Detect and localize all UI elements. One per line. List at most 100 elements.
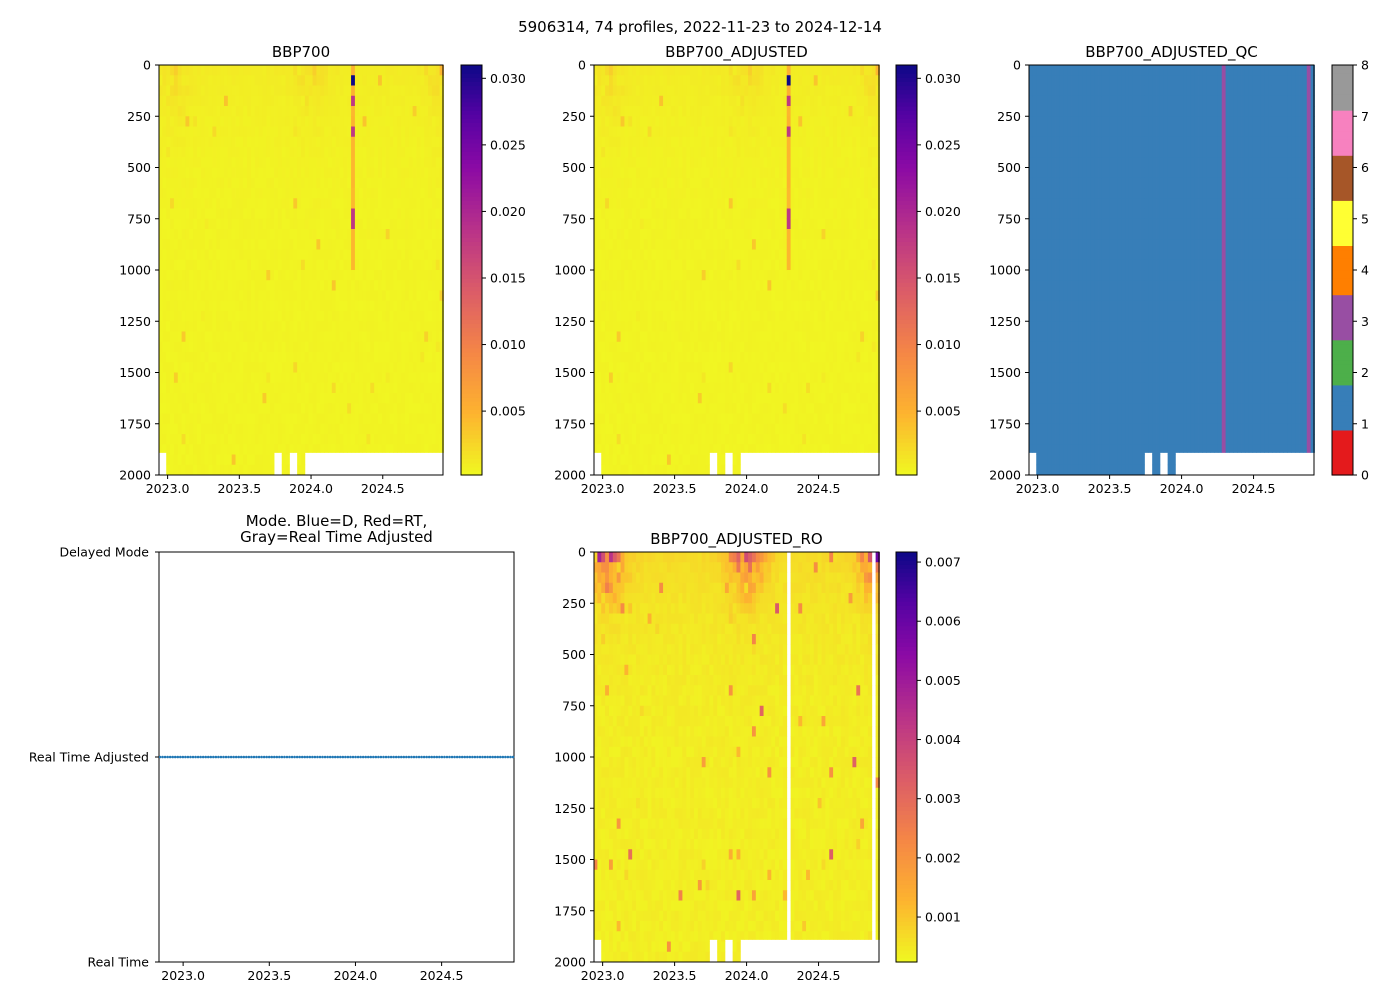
heatmap-cell	[316, 373, 320, 384]
heatmap-cell	[393, 116, 397, 127]
heatmap-cell	[671, 383, 675, 394]
heatmap-cell	[193, 362, 197, 373]
heatmap-cell	[651, 198, 655, 209]
heatmap-cell	[644, 342, 648, 353]
heatmap-cell	[382, 75, 386, 86]
heatmap-cell	[347, 414, 351, 425]
heatmap-cell	[409, 403, 413, 414]
heatmap-cell	[632, 188, 636, 199]
heatmap-cell	[351, 219, 355, 230]
colorbar-segment	[461, 327, 482, 332]
heatmap-cell	[686, 65, 690, 76]
heatmap-cell	[663, 219, 667, 230]
heatmap-cell	[247, 434, 251, 445]
heatmap-cell	[632, 178, 636, 189]
heatmap-cell	[624, 414, 628, 425]
heatmap-cell	[401, 86, 405, 97]
heatmap-cell	[328, 198, 332, 209]
heatmap-cell	[729, 301, 733, 312]
heatmap-cell	[401, 434, 405, 445]
heatmap-cell	[621, 383, 625, 394]
heatmap-cell	[386, 209, 390, 220]
heatmap-cell	[405, 311, 409, 322]
heatmap-cell	[205, 414, 209, 425]
heatmap-cell	[401, 219, 405, 230]
heatmap-cell	[624, 75, 628, 86]
heatmap-cell	[270, 311, 274, 322]
heatmap-cell	[297, 434, 301, 445]
heatmap-cell	[320, 403, 324, 414]
heatmap-cell	[201, 157, 205, 168]
heatmap-cell	[405, 373, 409, 384]
heatmap-cell	[301, 198, 305, 209]
heatmap-cell	[340, 260, 344, 271]
heatmap-cell	[609, 229, 613, 240]
heatmap-cell	[220, 270, 224, 281]
heatmap-cell	[363, 137, 367, 148]
heatmap-cell	[737, 424, 741, 435]
heatmap-cell	[386, 280, 390, 291]
heatmap-cell	[775, 444, 779, 453]
heatmap-cell	[170, 393, 174, 404]
heatmap-cell	[205, 178, 209, 189]
heatmap-cell	[232, 178, 236, 189]
heatmap-cell	[771, 250, 775, 261]
heatmap-cell	[174, 75, 178, 86]
heatmap-cell	[760, 311, 764, 322]
heatmap-cell	[655, 455, 659, 466]
heatmap-cell	[752, 209, 756, 220]
heatmap-cell	[205, 332, 209, 343]
heatmap-cell	[301, 250, 305, 261]
heatmap-cell	[771, 424, 775, 435]
heatmap-cell	[282, 444, 286, 455]
heatmap-cell	[717, 75, 721, 86]
heatmap-cell	[675, 229, 679, 240]
heatmap-cell	[725, 178, 729, 189]
heatmap-cell	[597, 321, 601, 332]
heatmap-cell	[166, 352, 170, 363]
heatmap-cell	[355, 373, 359, 384]
heatmap-cell	[340, 301, 344, 312]
heatmap-cell	[313, 209, 317, 220]
heatmap-cell	[274, 250, 278, 261]
heatmap-cell	[162, 229, 166, 240]
heatmap-cell	[324, 147, 328, 158]
heatmap-cell	[405, 168, 409, 179]
heatmap-cell	[617, 321, 621, 332]
heatmap-cell	[417, 178, 421, 189]
heatmap-cell	[698, 270, 702, 281]
heatmap-cell	[787, 168, 791, 179]
heatmap-cell	[436, 198, 440, 209]
heatmap-cell	[351, 280, 355, 291]
heatmap-cell	[174, 424, 178, 435]
heatmap-cell	[170, 332, 174, 343]
heatmap-cell	[740, 444, 744, 453]
heatmap-cell	[613, 198, 617, 209]
heatmap-cell	[651, 75, 655, 86]
heatmap-cell	[729, 96, 733, 107]
heatmap-cell	[278, 168, 282, 179]
heatmap-cell	[605, 342, 609, 353]
heatmap-cell	[343, 383, 347, 394]
heatmap-cell	[201, 280, 205, 291]
heatmap-cell	[729, 352, 733, 363]
heatmap-cell	[779, 434, 783, 445]
heatmap-cell	[239, 209, 243, 220]
heatmap-cell	[170, 291, 174, 302]
heatmap-cell	[709, 250, 713, 261]
heatmap-cell	[787, 86, 791, 97]
heatmap-cell	[686, 96, 690, 107]
heatmap-cell	[713, 116, 717, 127]
heatmap-cell	[686, 116, 690, 127]
heatmap-cell	[270, 260, 274, 271]
heatmap-cell	[340, 127, 344, 138]
heatmap-cell	[686, 250, 690, 261]
heatmap-cell	[744, 168, 748, 179]
heatmap-cell	[278, 332, 282, 343]
heatmap-cell	[675, 362, 679, 373]
heatmap-cell	[436, 444, 440, 453]
heatmap-cell	[374, 280, 378, 291]
heatmap-cell	[663, 403, 667, 414]
heatmap-cell	[343, 96, 347, 107]
heatmap-cell	[725, 373, 729, 384]
